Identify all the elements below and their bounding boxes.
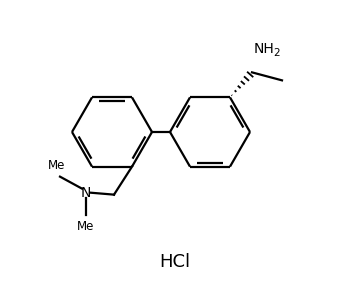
Text: HCl: HCl: [160, 253, 190, 271]
Text: 2: 2: [273, 48, 280, 58]
Text: Me: Me: [77, 220, 95, 233]
Text: NH: NH: [254, 42, 275, 56]
Text: N: N: [81, 186, 91, 200]
Text: Me: Me: [48, 159, 66, 172]
